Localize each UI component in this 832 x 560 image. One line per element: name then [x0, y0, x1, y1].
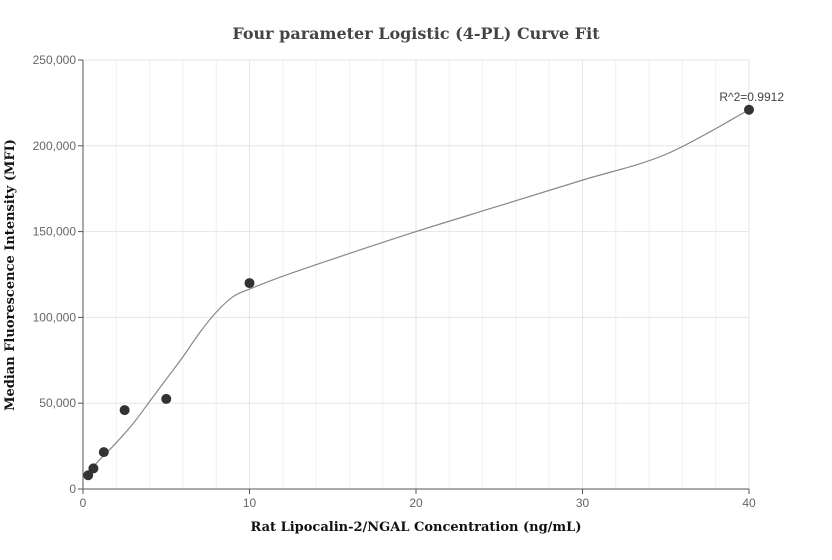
grid	[82, 59, 750, 490]
x-tick-label: 40	[742, 496, 756, 510]
axes	[78, 59, 750, 494]
y-axis-label: Median Fluorescence Intensity (MFI)	[3, 139, 18, 411]
y-tick-label: 250,000	[33, 53, 77, 67]
x-tick-label: 30	[576, 496, 590, 510]
r-squared-annotation: R^2=0.9912	[719, 90, 784, 104]
y-tick-label: 150,000	[33, 225, 77, 239]
data-point	[744, 104, 754, 115]
y-tick-label: 50,000	[39, 396, 76, 410]
x-tick-label: 10	[243, 496, 257, 510]
y-tick-label: 100,000	[33, 310, 77, 324]
tick-labels: 0 50,000 100,000 150,000 200,000 250,000 0 10 20…	[33, 53, 756, 510]
data-point	[119, 405, 130, 416]
chart-title: Four parameter Logistic (4-PL) Curve Fit	[232, 24, 600, 43]
data-points	[83, 104, 754, 481]
y-tick-label: 0	[69, 482, 76, 496]
x-tick-label: 20	[409, 496, 423, 510]
fit-curve-group	[87, 109, 750, 473]
data-point	[98, 447, 109, 458]
x-tick-label: 0	[80, 496, 87, 510]
y-tick-label: 200,000	[33, 139, 77, 153]
data-point	[88, 463, 99, 474]
x-axis-label: Rat Lipocalin-2/NGAL Concentration (ng/m…	[251, 520, 582, 535]
data-point	[244, 278, 255, 289]
data-point	[161, 393, 172, 404]
fit-curve	[87, 109, 750, 473]
data-point	[83, 470, 94, 481]
